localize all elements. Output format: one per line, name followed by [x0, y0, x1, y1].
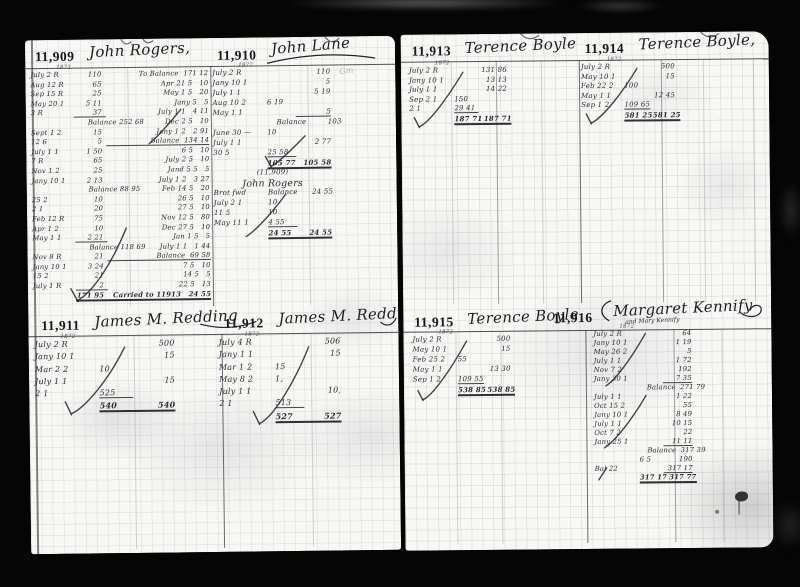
- scanner-smudge: [770, 500, 800, 550]
- account-number: 11,916: [553, 309, 593, 326]
- entry-rows: July 2 R 500 May 10 1 15 Feb 25 2 55 May 1 1 13…: [412, 335, 516, 397]
- ledger-entry-row: 581 25 581 25: [624, 109, 681, 122]
- name-flourish: [601, 300, 612, 322]
- ledger-entry-row: 317 17 317 77: [639, 472, 697, 484]
- account-number: 11,913: [411, 43, 452, 59]
- account-entries: 1872 July 2 R 110 To Balance 171 12 Aug 12 …: [30, 65, 212, 303]
- ledger-page-right: 11,913 Terence Boyle 1872 July 2 R 131 86…: [400, 31, 774, 551]
- column-rule: [585, 330, 589, 544]
- column-rule: [540, 60, 545, 304]
- ink-blot: [734, 491, 749, 502]
- column-rule: [752, 58, 757, 302]
- account-name: James M. Redding: [277, 302, 402, 328]
- account-entries: 1872 July 2 R 500 May 10 1 15 Feb 25 2 55 May …: [412, 329, 516, 402]
- column-rule: [702, 58, 707, 302]
- ledger-entry-row: 171 95 Carried to 11913 24 55: [33, 289, 212, 302]
- account-entries: 1872 July 2 R 500 Jany 10 1 15 Mar 2 2 10 July…: [35, 334, 176, 416]
- account-name: James M. Redding: [93, 306, 239, 331]
- account-entries: 1872 July 2 R 500 May 10 1 15 Feb 22 2 100 May…: [581, 57, 681, 125]
- entry-rows: July 4 R 506 Jany 1 1 15 Mar 1 2 15 May 8 2 1, J…: [219, 336, 342, 424]
- entry-rows: July 2 R 131 86 Jany 10 1 13 13 July 1 1 14 2…: [409, 66, 512, 125]
- account-number: 11,910: [216, 47, 257, 63]
- ledger-page-left: Gm 11,909 John Rogers, 1872 July 2 R 110 T…: [24, 35, 402, 555]
- account-name: John Rogers,: [88, 38, 191, 62]
- header-rule: [403, 328, 772, 333]
- account-name: Terence Boyle,: [638, 31, 756, 54]
- column-rule: [721, 328, 725, 542]
- account-name: John Lane: [270, 35, 351, 59]
- account-number: 11,911: [41, 317, 81, 334]
- header-rule: [28, 331, 399, 338]
- ink-speck: [715, 509, 720, 514]
- ledger-entry-row: 187 71 187 71: [454, 113, 512, 125]
- ledger-entry-row: 540 540: [99, 399, 176, 413]
- entry-rows: July 2 R 110 To Balance 171 12 Aug 12 R 65 Ap…: [30, 69, 212, 302]
- account-number: 11,914: [584, 40, 625, 57]
- account-number: 11,915: [414, 314, 454, 330]
- pencil-annotation: Gm: [338, 65, 354, 77]
- scanner-smudge: [575, 0, 665, 12]
- account-entries: 1872 July 4 R 506 Jany 1 1 15 Mar 1 2 15 May 8…: [219, 331, 342, 426]
- ledger-entry-row: 527 527: [275, 410, 342, 424]
- scanner-smudge: [778, 180, 800, 240]
- account-name: Terence Boyle: [464, 34, 577, 58]
- account-number: 11,912: [224, 315, 264, 331]
- account-entries: 1872 July 2 R 131 86 Jany 10 1 13 13 July 1 …: [409, 60, 512, 129]
- ledger-entry-row: 538 85 538 85: [457, 384, 516, 397]
- account-name: Margaret Kennify: [612, 295, 753, 321]
- ledger-entry-row: 24 55 24 55: [268, 227, 333, 240]
- account-number: 11,909: [34, 48, 75, 65]
- scanner-smudge: [280, 0, 570, 10]
